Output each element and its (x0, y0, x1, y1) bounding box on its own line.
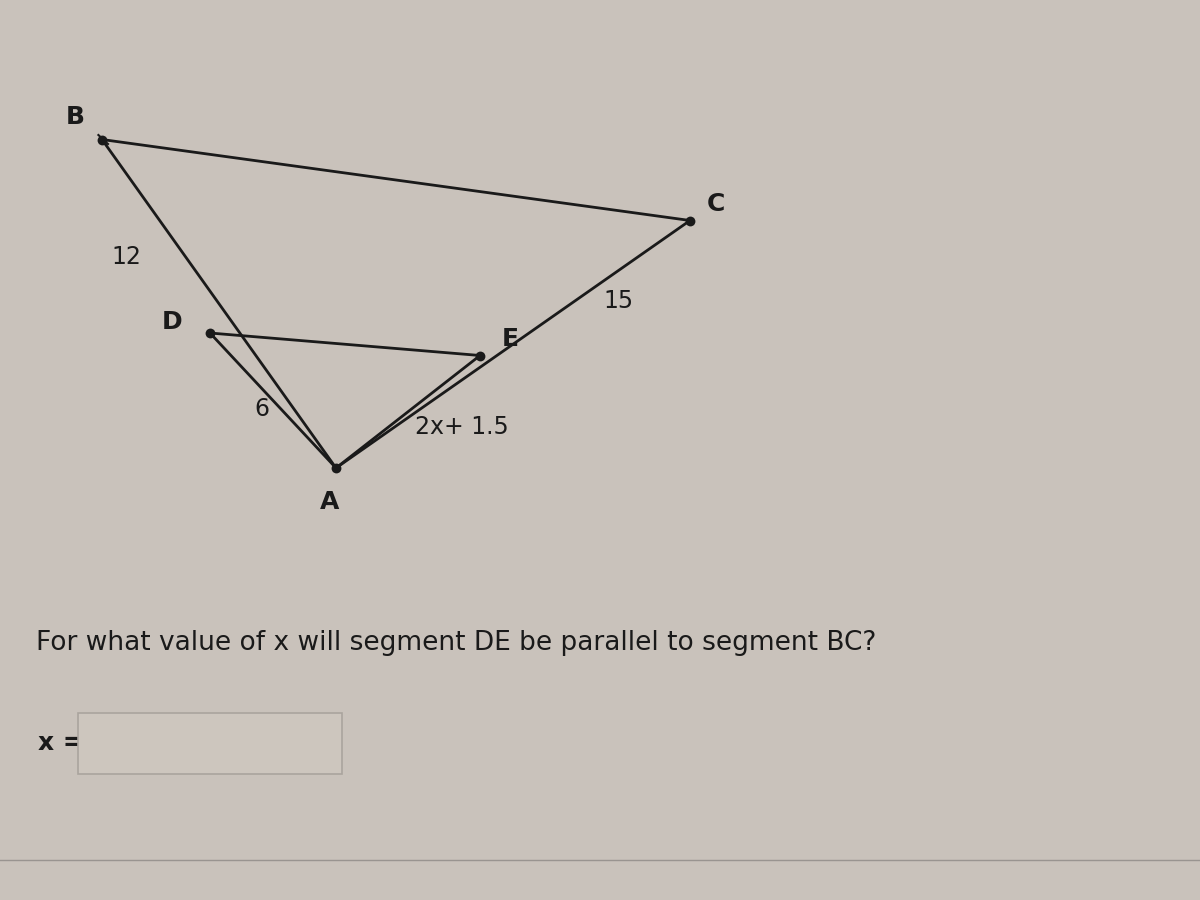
Text: 12: 12 (112, 245, 140, 268)
Text: 6: 6 (254, 398, 269, 421)
Text: x =: x = (38, 731, 84, 754)
Point (200, 326, 220, 340)
Text: E: E (502, 328, 518, 351)
Text: D: D (161, 310, 182, 334)
Text: C: C (707, 193, 726, 216)
Point (92, 132, 112, 147)
Text: For what value of x will segment DE be parallel to segment BC?: For what value of x will segment DE be p… (36, 631, 876, 656)
Point (326, 461, 346, 475)
Point (470, 348, 490, 363)
Text: A: A (320, 491, 340, 514)
Text: 15: 15 (602, 290, 634, 313)
Text: 2x+ 1.5: 2x+ 1.5 (415, 416, 509, 439)
FancyBboxPatch shape (78, 713, 342, 774)
Point (680, 213, 700, 228)
Text: B: B (66, 105, 85, 129)
